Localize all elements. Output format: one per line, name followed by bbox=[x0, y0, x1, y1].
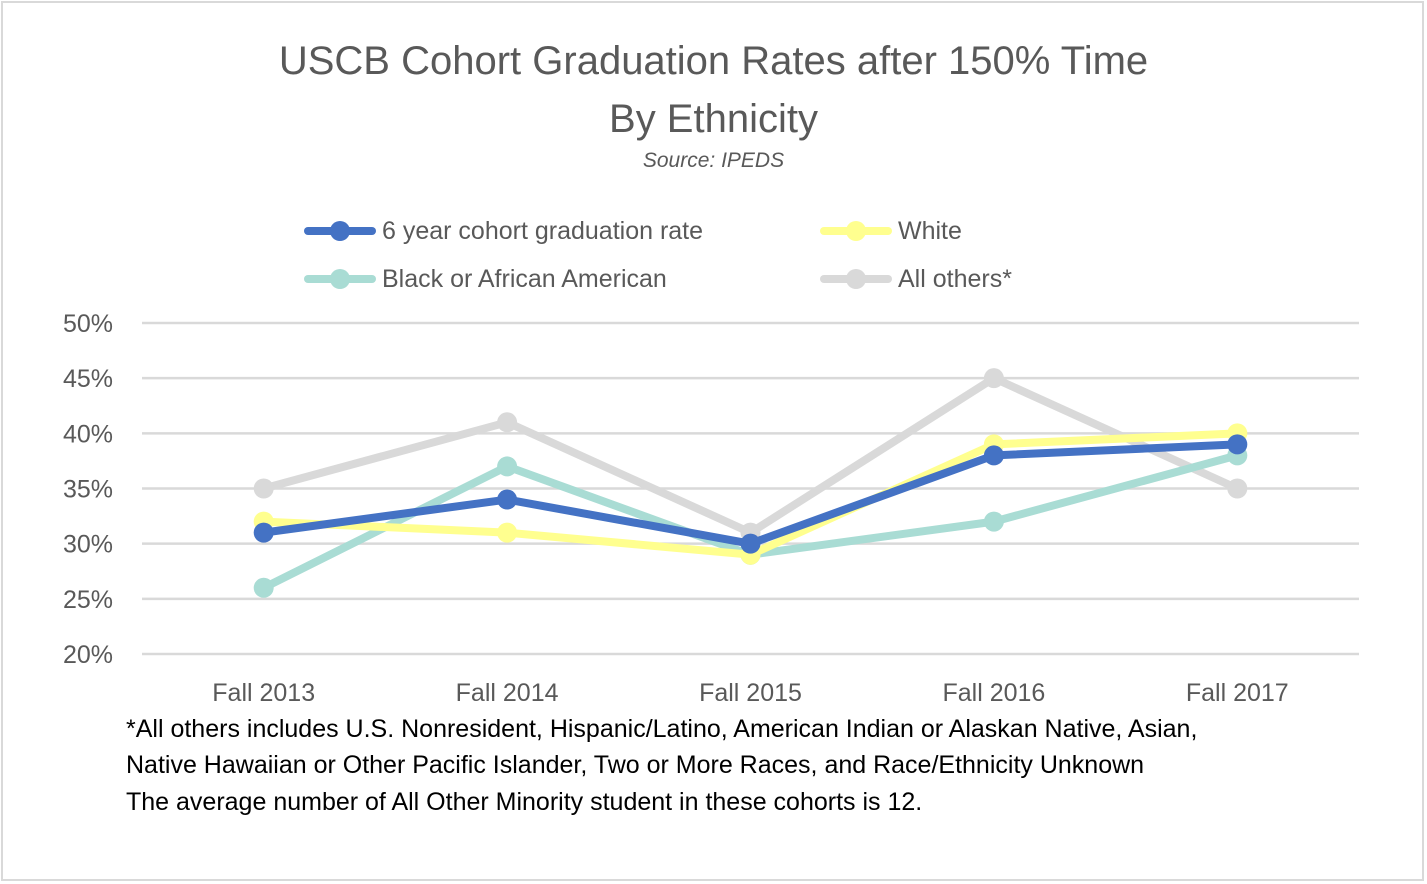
legend-label-all-others: All others* bbox=[898, 264, 1012, 293]
data-point bbox=[983, 511, 1004, 532]
chart-title-line2: By Ethnicity bbox=[609, 97, 818, 141]
data-point bbox=[497, 522, 518, 543]
series-line bbox=[259, 451, 1242, 592]
data-point bbox=[1227, 434, 1248, 455]
data-point bbox=[1227, 478, 1248, 499]
y-tick-label: 25% bbox=[63, 586, 113, 614]
legend-label-cohort-rate: 6 year cohort graduation rate bbox=[382, 216, 704, 245]
legend-label-black: Black or African American bbox=[382, 264, 667, 293]
x-tick-label: Fall 2016 bbox=[942, 679, 1045, 707]
data-point bbox=[253, 478, 274, 499]
chart-subtitle: Source: IPEDS bbox=[642, 149, 785, 172]
data-point bbox=[253, 577, 274, 598]
x-tick-label: Fall 2014 bbox=[456, 679, 559, 707]
legend-swatch-white bbox=[820, 216, 892, 246]
x-tick-label: Fall 2017 bbox=[1186, 679, 1289, 707]
data-point bbox=[740, 533, 761, 554]
footnote-line-2: Native Hawaiian or Other Pacific Islande… bbox=[126, 751, 1145, 779]
chart-title: USCB Cohort Graduation Rates after 150% … bbox=[278, 39, 1149, 83]
legend-swatch-black bbox=[304, 264, 376, 294]
legend-item-all-others: All others* bbox=[820, 264, 1012, 294]
legend-swatch-cohort-rate bbox=[304, 216, 376, 246]
data-point bbox=[253, 522, 274, 543]
footnote-line-1: *All others includes U.S. Nonresident, H… bbox=[126, 715, 1198, 743]
y-tick-label: 45% bbox=[63, 365, 113, 393]
legend-item-white: White bbox=[820, 216, 962, 246]
data-point bbox=[497, 412, 518, 433]
footnote-line-3: The average number of All Other Minority… bbox=[126, 788, 923, 816]
legend-item-black: Black or African American bbox=[304, 264, 667, 294]
x-tick-label: Fall 2013 bbox=[212, 679, 315, 707]
y-tick-label: 30% bbox=[63, 531, 113, 559]
data-point bbox=[497, 456, 518, 477]
legend-label-white: White bbox=[898, 216, 962, 245]
y-tick-label: 35% bbox=[63, 476, 113, 504]
legend-swatch-all-others bbox=[820, 264, 892, 294]
y-tick-label: 40% bbox=[63, 420, 113, 448]
x-tick-label: Fall 2015 bbox=[699, 679, 802, 707]
data-point bbox=[983, 368, 1004, 389]
y-tick-label: 20% bbox=[63, 641, 113, 669]
data-point bbox=[983, 445, 1004, 466]
data-point bbox=[497, 489, 518, 510]
legend-item-cohort-rate: 6 year cohort graduation rate bbox=[304, 216, 703, 246]
y-tick-label: 50% bbox=[63, 310, 113, 338]
